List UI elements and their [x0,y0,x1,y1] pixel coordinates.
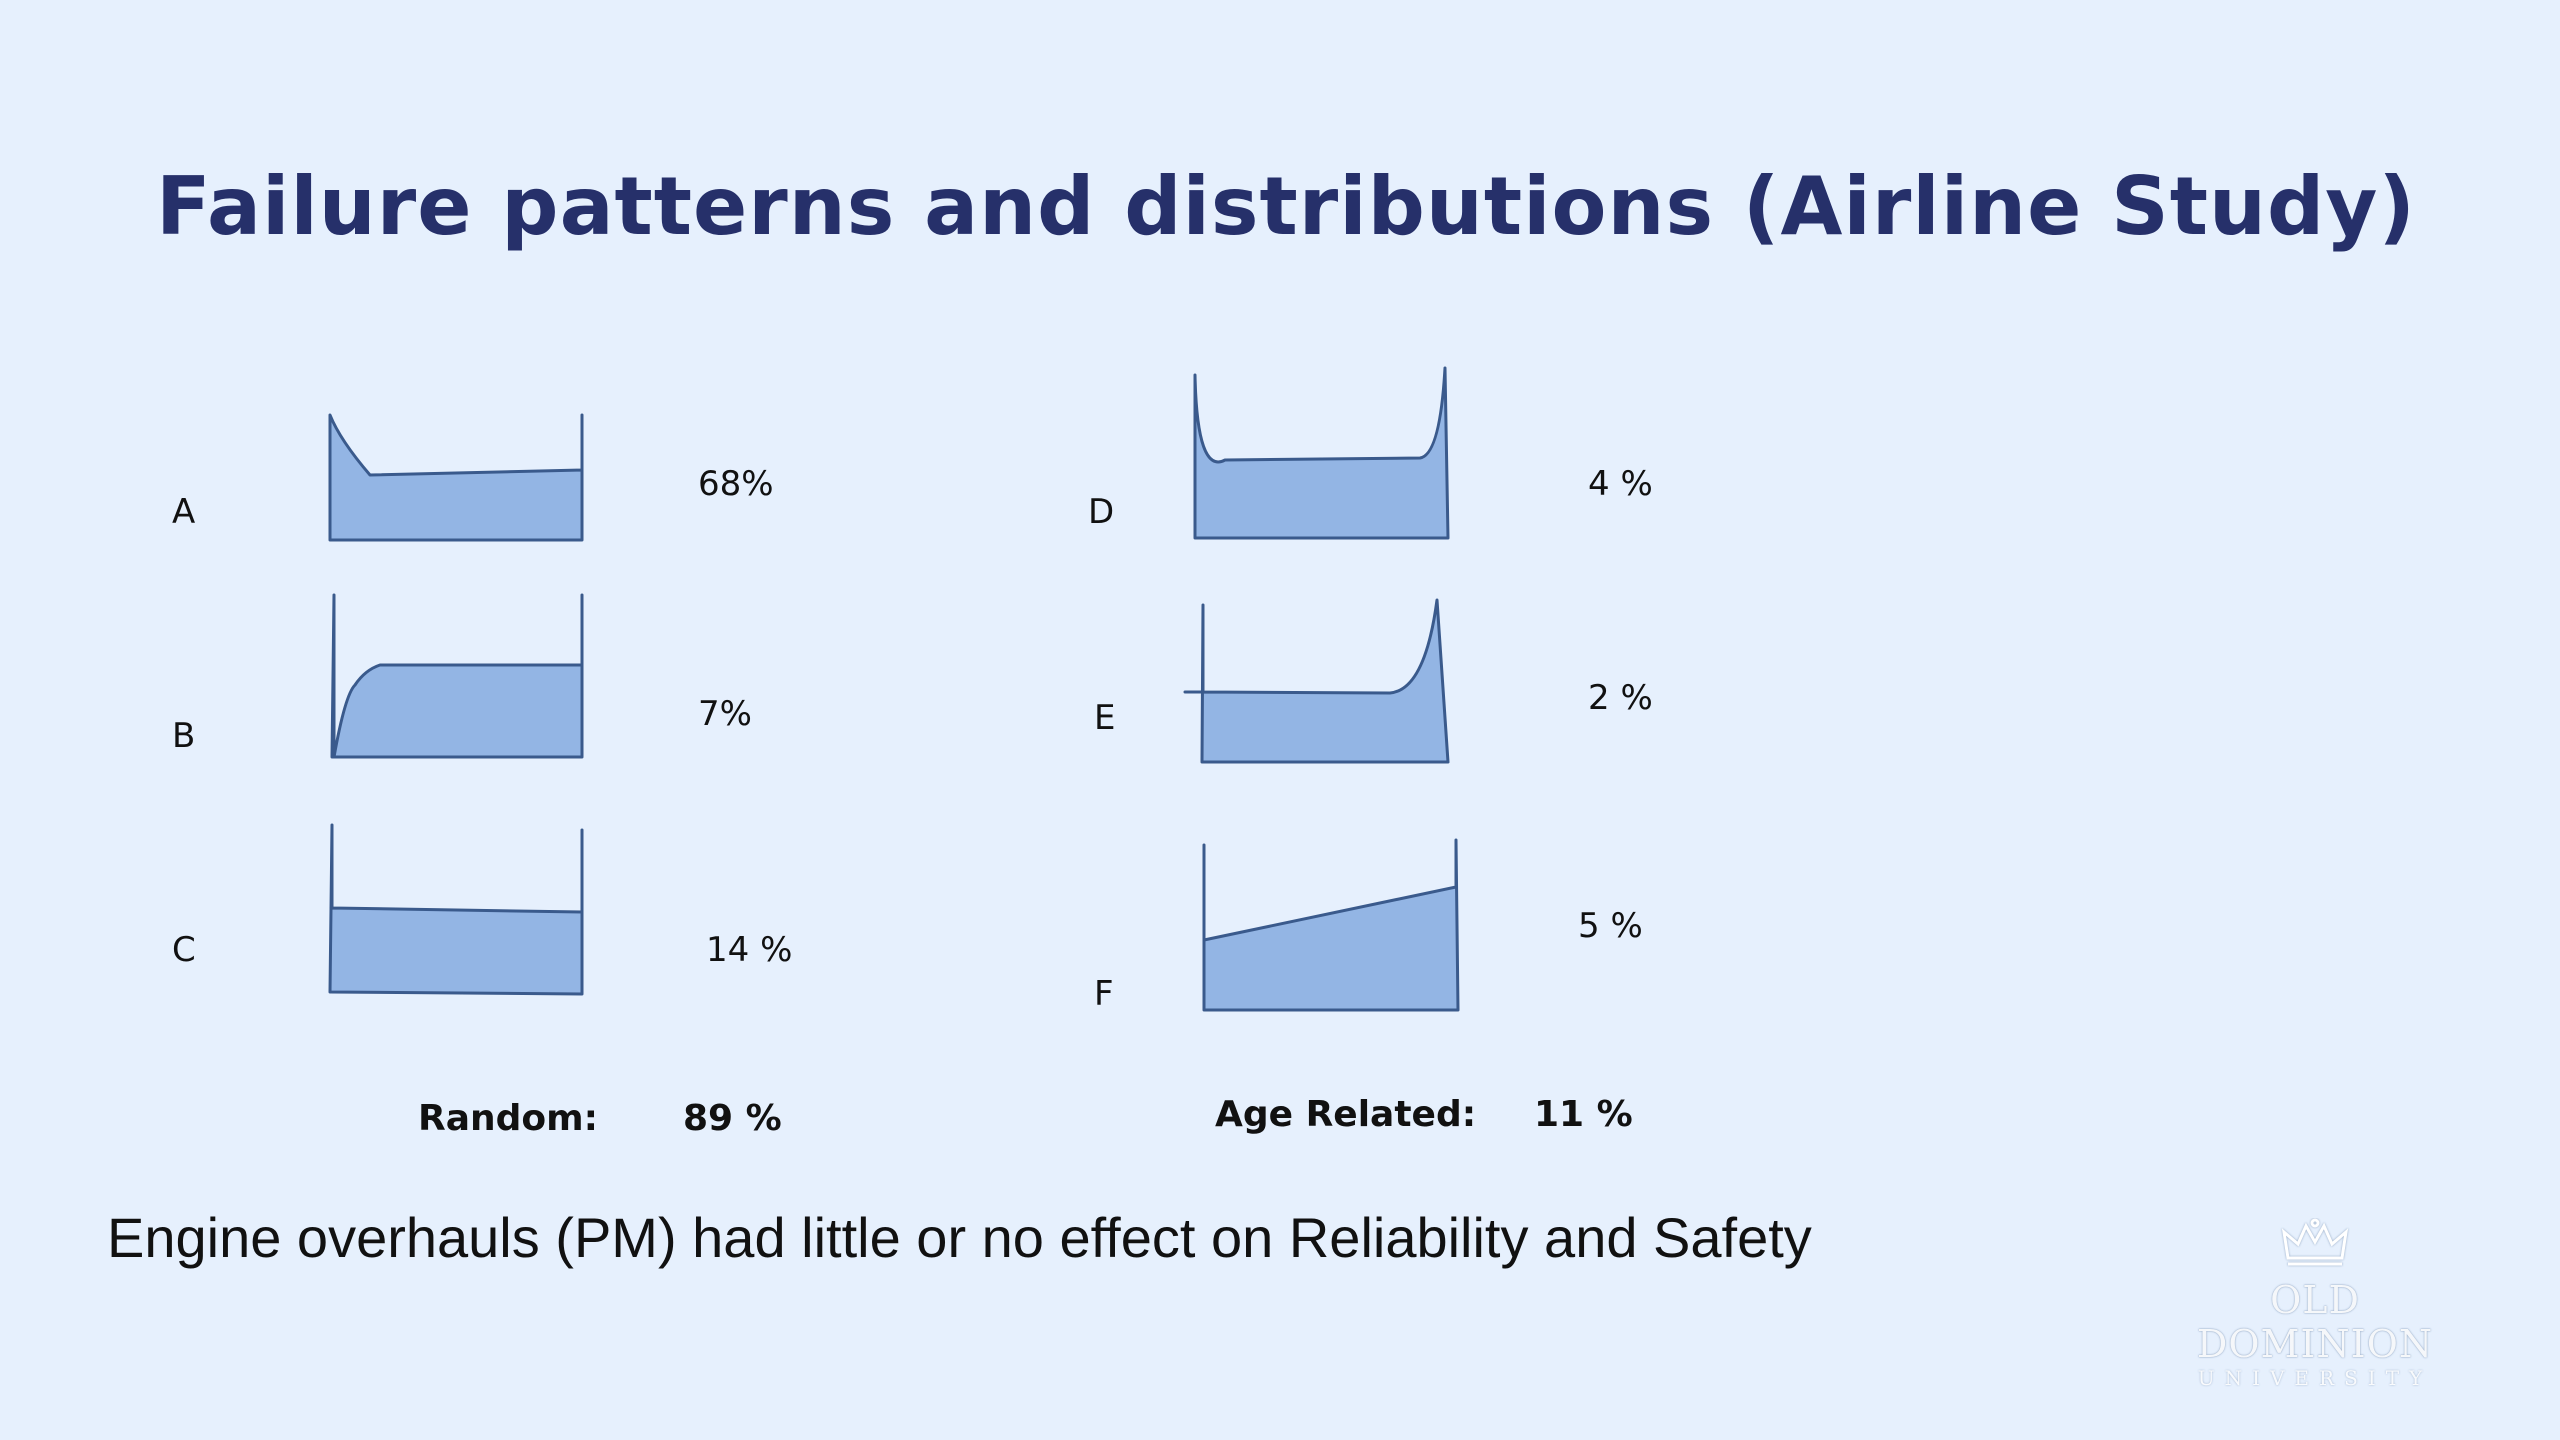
pattern-d-percent: 4 % [1588,464,1653,504]
random-value: 89 % [683,1098,782,1139]
pattern-c-curve [328,823,584,996]
pattern-a-label: A [172,492,196,532]
pattern-e-curve [1183,598,1450,764]
pattern-b-curve [330,593,584,759]
logo-subtitle: UNIVERSITY [2197,1366,2433,1390]
pattern-b-label: B [172,716,196,756]
pattern-f-percent: 5 % [1578,906,1643,946]
pattern-f-curve [1202,838,1460,1012]
logo-name: OLD DOMINION [2196,1278,2434,1366]
pattern-a-curve [328,413,584,542]
pattern-d-curve [1193,366,1450,540]
slide-title: Failure patterns and distributions (Airl… [156,160,2416,253]
pattern-e-percent: 2 % [1588,678,1653,718]
random-label: Random: [418,1098,599,1139]
age-related-label: Age Related: [1215,1094,1477,1135]
pattern-f-label: F [1094,974,1114,1014]
conclusion-text: Engine overhauls (PM) had little or no e… [107,1206,1812,1269]
pattern-e-label: E [1094,698,1116,738]
pattern-a-percent: 68% [698,464,774,504]
university-logo: OLD DOMINION UNIVERSITY [2150,1218,2480,1390]
pattern-b-percent: 7% [698,694,752,734]
age-related-value: 11 % [1534,1094,1633,1135]
pattern-c-percent: 14 % [706,930,793,970]
pattern-d-label: D [1088,492,1115,532]
pattern-c-label: C [172,930,196,970]
crown-icon [2281,1218,2349,1266]
